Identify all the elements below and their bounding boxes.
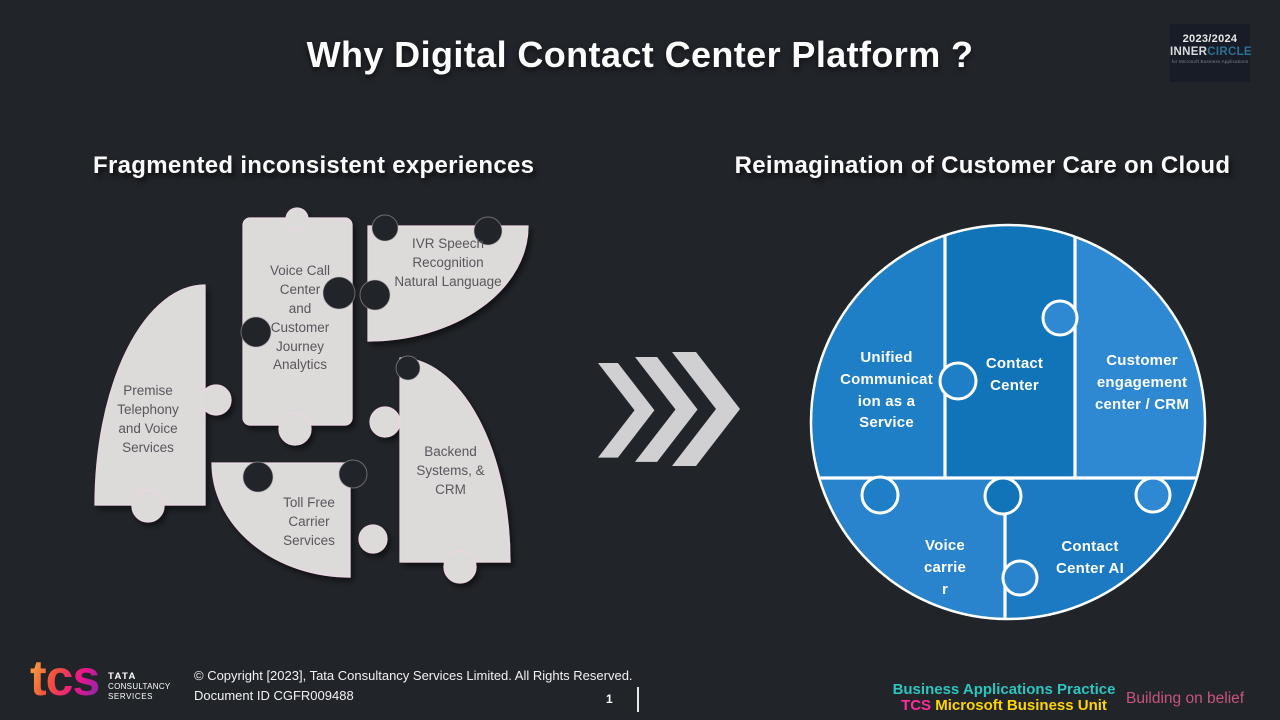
badge-tagline: for Microsoft Business Applications bbox=[1171, 59, 1249, 64]
practice-label: Business Applications Practice bbox=[892, 681, 1116, 698]
unit-rest: Microsoft Business Unit bbox=[931, 697, 1107, 714]
cloud-puzzle-circle-graphic bbox=[809, 223, 1207, 621]
circle-label-voice-carrier: Voice carrie r bbox=[923, 537, 967, 598]
unit-label: TCS Microsoft Business Unit bbox=[888, 698, 1120, 714]
circle-label-contact-center-ai: Contact Center AI bbox=[1056, 538, 1124, 577]
puzzle-piece-backend bbox=[369, 355, 511, 584]
puzzle-piece-voice-call bbox=[240, 207, 356, 446]
puzzle-piece-premise bbox=[94, 284, 232, 523]
puzzle-piece-toll-free bbox=[211, 459, 388, 578]
tcs-wordmark-line2: CONSULTANCY bbox=[108, 682, 171, 691]
circle-label-ucaas: Unified Communicat ion as a Service bbox=[840, 349, 933, 432]
piece-label-ivr: IVR Speech Recognition Natural Language bbox=[394, 236, 502, 289]
footer-right-block: Business Applications Practice TCS Micro… bbox=[888, 682, 1120, 714]
badge-years: 2023/2024 bbox=[1182, 33, 1238, 45]
left-section-heading: Fragmented inconsistent experiences bbox=[93, 152, 535, 179]
piece-label-voice-call: Voice Call Center and Customer Journey A… bbox=[269, 263, 331, 373]
page-number-divider bbox=[637, 687, 639, 712]
piece-label-toll-free: Toll Free Carrier Services bbox=[283, 495, 335, 548]
tcs-wordmark-line3: SERVICES bbox=[108, 692, 154, 701]
tcs-logo: tcs bbox=[30, 650, 100, 706]
right-section-heading: Reimagination of Customer Care on Cloud bbox=[734, 152, 1231, 179]
building-on-belief-tagline: Building on belief bbox=[1126, 690, 1245, 707]
tcs-wordmark: TATA CONSULTANCY SERVICES bbox=[108, 672, 171, 702]
triple-chevron-icon bbox=[598, 352, 740, 466]
page-title: Why Digital Contact Center Platform ? bbox=[306, 34, 974, 75]
piece-label-premise: Premise Telephony and Voice Services bbox=[117, 383, 179, 455]
innercircle-badge: 2023/2024 INNERCIRCLE for Microsoft Busi… bbox=[1170, 24, 1252, 82]
badge-circle-text: CIRCLE bbox=[1207, 46, 1252, 58]
circle-label-cec-crm: Customer engagement center / CRM bbox=[1094, 352, 1190, 413]
puzzle-piece-ivr bbox=[359, 214, 529, 342]
tcs-wordmark-line1: TATA bbox=[108, 671, 137, 682]
copyright-line: © Copyright [2023], Tata Consultancy Ser… bbox=[194, 668, 633, 683]
piece-label-backend: Backend Systems, & CRM bbox=[416, 444, 485, 497]
copyright-block: © Copyright [2023], Tata Consultancy Ser… bbox=[194, 666, 633, 706]
fragmented-puzzle-graphic bbox=[94, 207, 529, 584]
badge-title: INNERCIRCLE bbox=[1170, 46, 1252, 58]
unit-prefix: TCS bbox=[901, 697, 932, 714]
badge-inner-text: INNER bbox=[1170, 46, 1208, 58]
page-number: 1 bbox=[606, 692, 613, 706]
circle-label-contact-center: Contact Center bbox=[985, 355, 1044, 394]
document-id: Document ID CGFR009488 bbox=[194, 688, 354, 703]
